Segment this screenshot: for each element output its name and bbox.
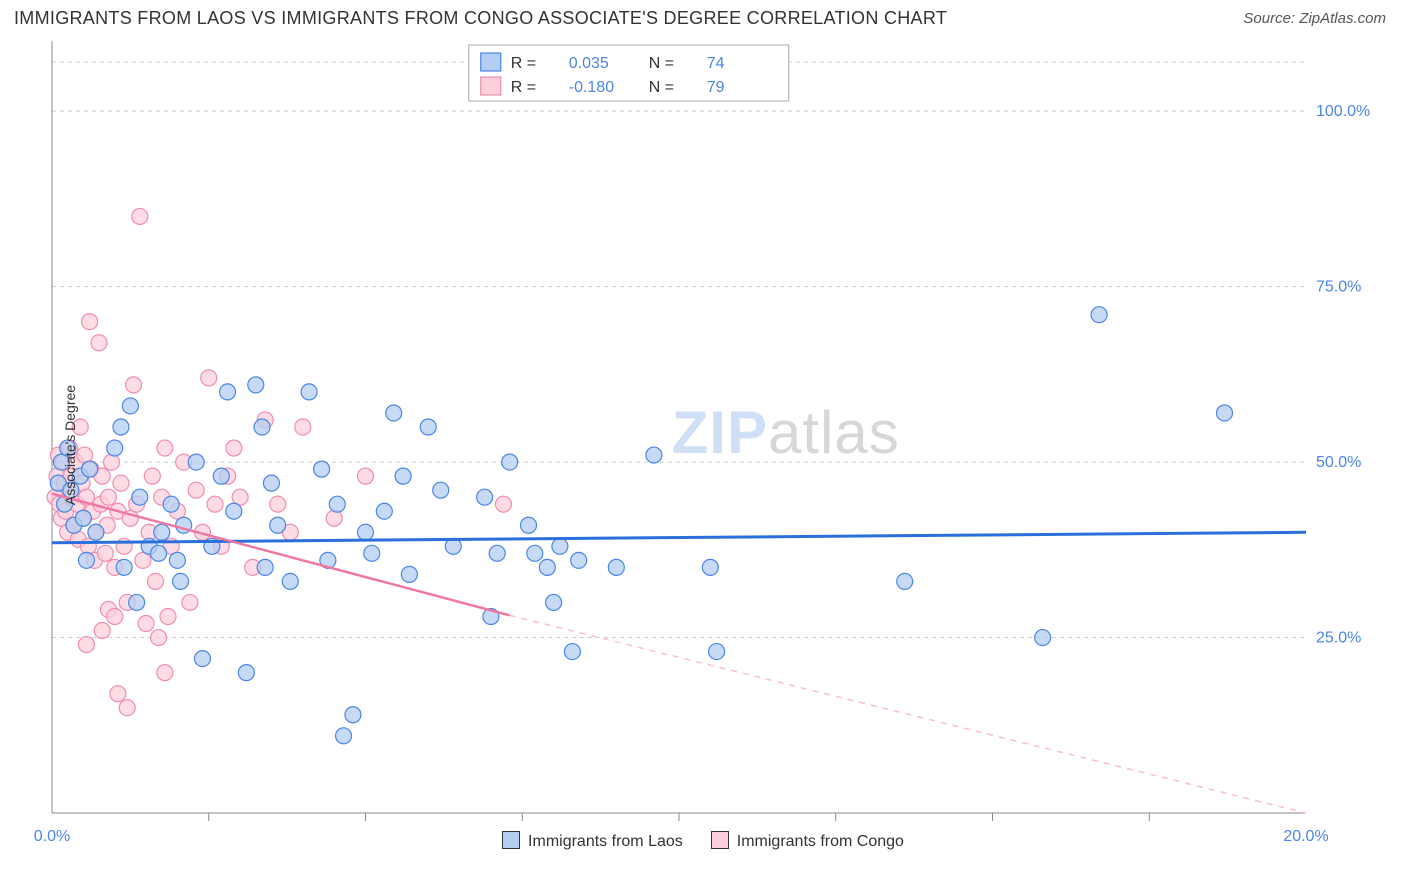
svg-text:R =: R = [511, 79, 536, 96]
legend-item-congo: Immigrants from Congo [711, 831, 904, 851]
scatter-plot: 25.0%50.0%75.0%100.0%0.0%20.0%ZIPatlasR … [14, 35, 1392, 855]
svg-text:74: 74 [707, 55, 725, 72]
svg-text:N =: N = [649, 79, 674, 96]
chart-title: IMMIGRANTS FROM LAOS VS IMMIGRANTS FROM … [14, 8, 947, 29]
legend-item-laos: Immigrants from Laos [502, 831, 683, 851]
chart-container: Associate's Degree 25.0% 50.0% 75.0% 100.0%… [14, 35, 1392, 855]
svg-text:ZIPatlas: ZIPatlas [672, 399, 900, 466]
svg-text:N =: N = [649, 55, 674, 72]
bottom-legend: Immigrants from Laos Immigrants from Con… [14, 831, 1392, 851]
svg-text:R =: R = [511, 55, 536, 72]
svg-text:25.0%: 25.0% [1316, 630, 1361, 647]
svg-text:75.0%: 75.0% [1316, 279, 1361, 296]
source-attribution: Source: ZipAtlas.com [1243, 10, 1386, 27]
svg-text:-0.180: -0.180 [569, 79, 614, 96]
svg-text:79: 79 [707, 79, 725, 96]
y-axis-label: Associate's Degree [62, 385, 78, 505]
svg-text:50.0%: 50.0% [1316, 454, 1361, 471]
svg-text:100.0%: 100.0% [1316, 103, 1370, 120]
svg-text:0.035: 0.035 [569, 55, 609, 72]
